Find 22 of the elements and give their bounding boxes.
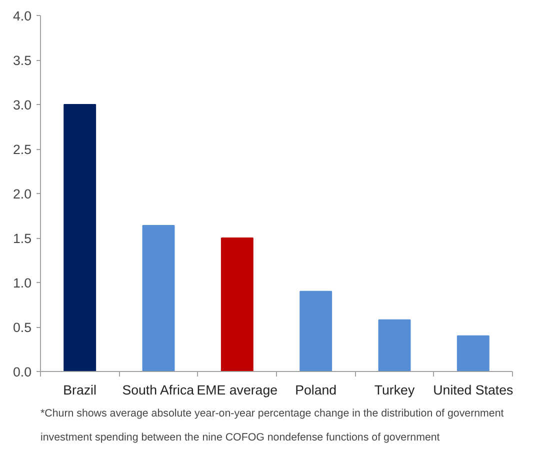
bar (378, 319, 411, 372)
x-tick-label: United States (433, 382, 514, 398)
y-tick-label: 1.5 (12, 231, 32, 246)
x-tick-label: Turkey (374, 382, 415, 398)
text: *Churn shows average absolute year-on-year percentage change in the distribution of government investment spending between the nine COFOG nondefense functions of government (40, 408, 504, 444)
y-tick-label: 0.5 (12, 320, 32, 335)
y-tick-label: 2.0 (12, 186, 32, 202)
y-tick-label: 2.5 (12, 142, 32, 157)
y-tick-label: 3.0 (12, 98, 32, 112)
y-tick-label: 3.5 (12, 53, 32, 68)
bar (142, 225, 175, 372)
x-tick-label: Brazil (63, 382, 97, 398)
bar (64, 104, 96, 372)
bar (300, 290, 332, 372)
x-tick-label: South Africa (122, 382, 195, 398)
y-tick-label: 4.0 (12, 8, 32, 24)
y-tick-label: 0.0 (12, 364, 32, 380)
bar (220, 238, 254, 372)
y-tick-label: 1.0 (12, 276, 32, 290)
x-tick-label: EME average (196, 382, 278, 398)
bar (456, 335, 490, 372)
x-tick-label: Poland (295, 382, 337, 398)
